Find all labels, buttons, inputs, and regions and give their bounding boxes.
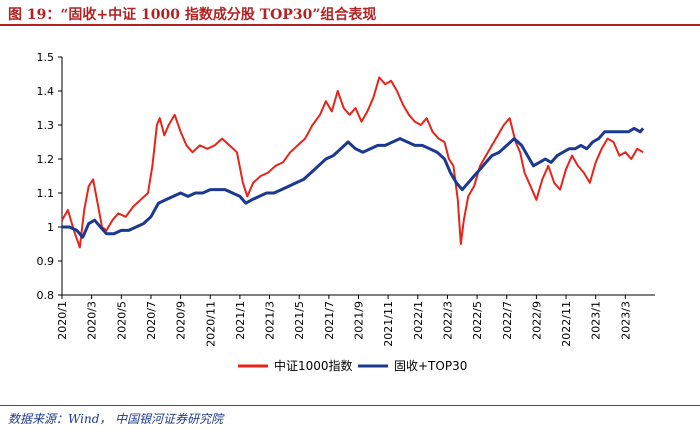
x-tick-label: 2022/3 [441, 301, 454, 340]
source-rule [0, 405, 700, 406]
source-note: 数据来源：Wind， 中国银河证券研究院 [8, 412, 224, 426]
series-line-top30 [62, 126, 645, 239]
x-tick-label: 2021/9 [353, 301, 366, 340]
x-tick-label: 2023/1 [590, 301, 603, 340]
legend-label: 固收+TOP30 [394, 359, 467, 373]
title-rule [0, 24, 700, 26]
x-tick-label: 2020/1 [56, 301, 69, 340]
x-tick-label: 2021/11 [382, 301, 395, 347]
x-tick-label: 2022/9 [530, 301, 543, 340]
y-tick-label: 1.3 [37, 119, 55, 132]
legend: 中证1000指数 固收+TOP30 [238, 358, 467, 373]
x-tick-label: 2022/11 [560, 301, 573, 347]
y-tick-labels: 0.8 0.9 1 1.1 1.2 1.3 1.4 1.5 [37, 51, 62, 302]
x-tick-label: 2020/9 [175, 301, 188, 340]
y-tick-label: 1.1 [37, 187, 55, 200]
y-tick-label: 1.2 [37, 153, 55, 166]
x-tick-label: 2022/1 [412, 301, 425, 340]
line-chart: 0.80.911.11.21.31.41.5 2020/1 2020/3 2020/… [37, 51, 655, 373]
x-tick-label: 2021/3 [264, 301, 277, 340]
x-tick-labels: 2020/1 2020/3 2020/5 2020/7 2020/9 2020/11 202… [56, 295, 632, 347]
y-tick-label: 1 [47, 221, 54, 234]
x-tick-label: 2022/5 [471, 301, 484, 340]
x-tick-label: 2020/3 [86, 301, 99, 340]
x-tick-label: 2021/5 [293, 301, 306, 340]
figure-title: 图 19：“固收+中证 1000 指数成分股 TOP30”组合表现 [8, 7, 377, 23]
series-line-zz1000 [61, 76, 644, 249]
x-tick-label: 2020/7 [145, 301, 158, 340]
x-tick-label: 2022/7 [501, 301, 514, 340]
x-tick-label: 2020/5 [115, 301, 128, 340]
y-tick-label: 0.8 [37, 289, 55, 302]
y-tick-label: 1.5 [37, 51, 55, 64]
y-tick-label: 0.9 [37, 255, 55, 268]
y-tick-label: 1.4 [37, 85, 55, 98]
legend-label: 中证1000指数 [274, 358, 353, 373]
x-tick-label: 2021/7 [323, 301, 336, 340]
x-tick-label: 2021/1 [234, 301, 247, 340]
series-lines [61, 76, 645, 249]
x-tick-label: 2020/11 [204, 301, 217, 347]
x-tick-label: 2023/3 [619, 301, 632, 340]
